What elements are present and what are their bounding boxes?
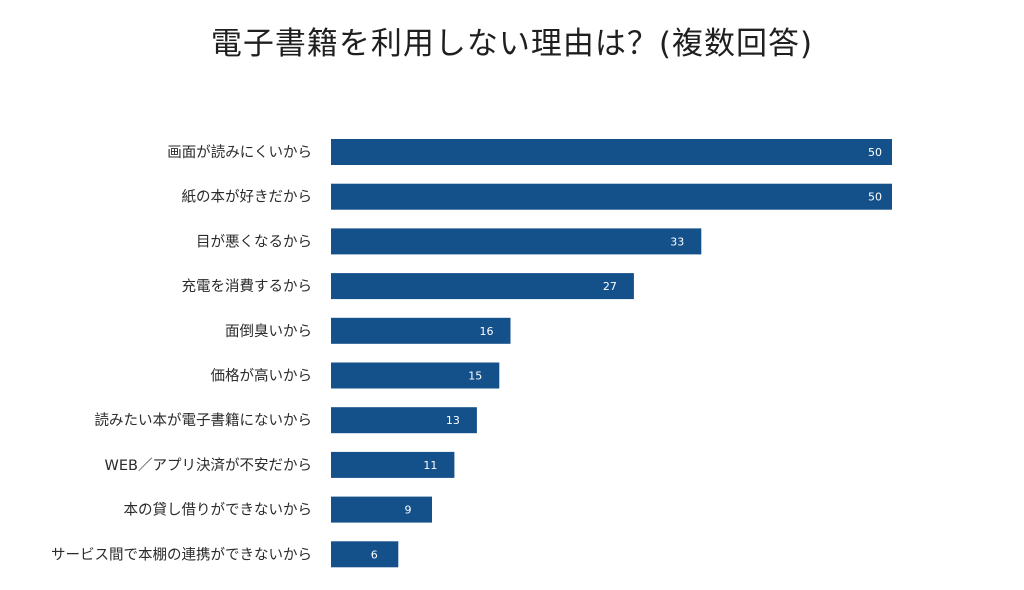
- value-label-4: 16: [480, 325, 494, 338]
- bar-2: [331, 228, 702, 255]
- value-label-0: 50: [868, 146, 882, 159]
- bar-5: [331, 362, 500, 389]
- bar-8: [331, 496, 432, 523]
- category-label-2: 目が悪くなるから: [196, 233, 312, 250]
- bar-3: [331, 273, 634, 300]
- bar-7: [331, 451, 455, 478]
- chart-title: 電子書籍を利用しない理由は？(複数回答): [210, 26, 814, 62]
- bar-6: [331, 407, 477, 434]
- value-label-8: 9: [405, 504, 412, 517]
- bars-layer: 画面が読みにくいから 50 紙の本が好きだから 50 目が悪くなるから 33 充電を消費する…: [51, 139, 892, 568]
- category-label-0: 画面が読みにくいから: [167, 144, 312, 161]
- category-label-9: サービス間で本棚の連携ができないから: [51, 546, 312, 563]
- category-label-8: 本の貸し借りができないから: [124, 502, 313, 519]
- category-label-7: WEB／アプリ決済が不安だから: [105, 457, 312, 474]
- bar-0: [331, 139, 892, 165]
- bar-1: [331, 183, 892, 210]
- value-label-2: 33: [670, 235, 684, 248]
- category-label-1: 紙の本が好きだから: [182, 189, 313, 206]
- value-label-1: 50: [868, 191, 882, 204]
- category-label-6: 読みたい本が電子書籍にないから: [95, 412, 313, 429]
- category-label-5: 価格が高いから: [211, 368, 313, 385]
- category-label-4: 面倒臭いから: [225, 323, 312, 340]
- value-label-9: 6: [371, 548, 378, 561]
- value-label-7: 11: [423, 459, 437, 472]
- value-label-5: 15: [468, 370, 482, 383]
- bar-9: [331, 541, 399, 568]
- value-label-6: 13: [446, 414, 460, 427]
- value-label-3: 27: [603, 280, 617, 293]
- category-label-3: 充電を消費するから: [182, 278, 313, 295]
- bar-4: [331, 317, 511, 344]
